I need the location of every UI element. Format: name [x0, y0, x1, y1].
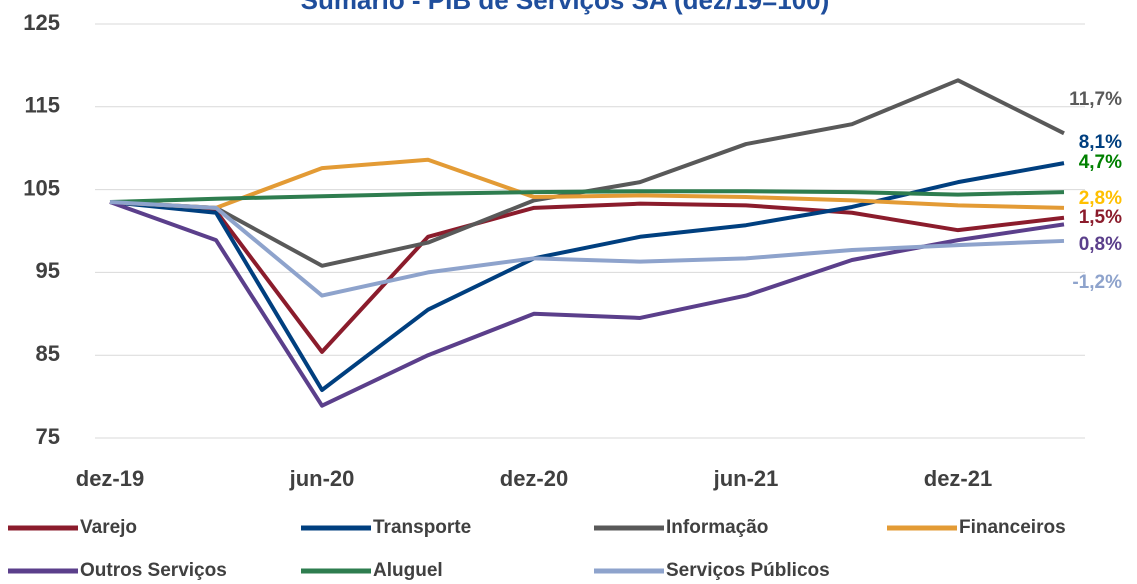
- legend-label: Aluguel: [373, 560, 443, 581]
- x-tick-label: jun-21: [713, 466, 779, 491]
- legend-label: Serviços Públicos: [666, 560, 830, 581]
- y-tick-label: 85: [36, 341, 60, 366]
- y-tick-label: 105: [23, 175, 60, 200]
- legend-label: Transporte: [373, 517, 471, 538]
- end-label: 1,5%: [1079, 207, 1122, 228]
- legend-label: Outros Serviços: [80, 560, 227, 581]
- y-tick-label: 95: [36, 258, 60, 283]
- end-label: 8,1%: [1079, 132, 1122, 153]
- line-series: [109, 189, 1065, 205]
- legend-label: Informação: [666, 517, 768, 538]
- end-label: 0,8%: [1079, 234, 1122, 255]
- end-label: 2,8%: [1079, 188, 1122, 209]
- y-tick-label: 115: [25, 93, 61, 118]
- chart-title: Sumário - PIB de Serviços SA (dez/19=100…: [301, 0, 830, 15]
- legend-label: Varejo: [80, 517, 137, 538]
- y-tick-label: 125: [23, 10, 60, 35]
- end-label: -1,2%: [1072, 272, 1122, 293]
- legend-label: Financeiros: [959, 517, 1066, 538]
- x-tick-label: dez-19: [76, 466, 144, 491]
- line-series: [109, 200, 1065, 298]
- end-label: 4,7%: [1079, 152, 1122, 173]
- end-label: 11,7%: [1069, 89, 1122, 110]
- line-series: [109, 157, 1065, 210]
- line-series: [109, 200, 1065, 354]
- x-tick-label: jun-20: [289, 466, 355, 491]
- x-tick-label: dez-20: [500, 466, 568, 491]
- line-series: [109, 200, 1065, 408]
- x-tick-label: dez-21: [924, 466, 992, 491]
- y-tick-label: 75: [36, 424, 60, 449]
